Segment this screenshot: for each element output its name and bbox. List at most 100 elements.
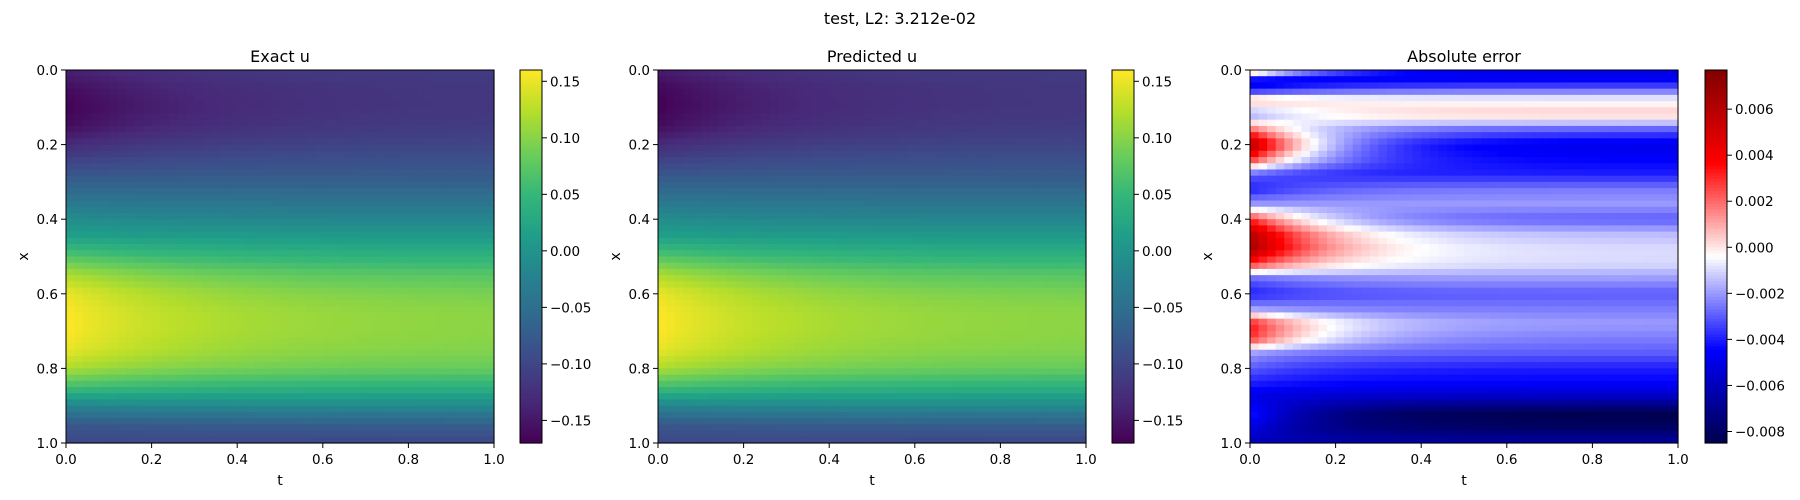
heatmap-cell [271,76,281,84]
heatmap-cell [949,181,959,189]
heatmap-cell [365,231,375,239]
heatmap-cell [914,138,924,146]
heatmap-cell [476,94,487,102]
heatmap-cell [658,237,668,245]
heatmap-cell [880,250,890,258]
heatmap-cell [151,244,161,251]
heatmap-cell [177,393,187,401]
heatmap-cell [348,250,358,258]
heatmap-cell [794,163,805,171]
heatmap-cell [434,125,444,133]
heatmap-cell [271,293,281,301]
heatmap-cell [348,337,358,345]
heatmap-cell [416,181,427,189]
heatmap-cell [100,374,110,382]
heatmap-cell [151,387,161,394]
heatmap-cell [1060,250,1070,258]
heatmap-cell [108,430,118,438]
heatmap-cell [803,250,813,258]
axes-frame [65,69,495,444]
heatmap-cell [177,76,187,84]
heatmap-cell [391,132,401,139]
heatmap-cell [357,418,367,425]
heatmap-cell [1077,76,1087,84]
heatmap-cell [812,144,822,152]
heatmap-cell [83,355,93,363]
colorbar-segment [520,408,542,413]
heatmap-cell [305,138,315,146]
heatmap-cell [280,157,290,164]
heatmap-cell [271,101,281,108]
heatmap-cell [966,138,976,146]
heatmap-cell [348,393,358,401]
heatmap-cell [777,244,787,251]
heatmap-cell [134,300,144,307]
heatmap-cell [1034,188,1044,195]
heatmap-cell [211,349,221,357]
heatmap-cell [66,275,76,282]
heatmap-cell [228,293,238,301]
heatmap-cell [854,188,865,195]
heatmap-cell [91,132,101,139]
heatmap-cell [305,219,315,227]
heatmap-cell [339,418,350,425]
heatmap-cell [675,212,685,220]
heatmap-cell [425,169,435,177]
heatmap-cell [991,281,1001,289]
heatmap-cell [211,418,221,425]
heatmap-cell [357,107,367,115]
heatmap-cell [297,262,307,270]
heatmap-cell [305,150,315,158]
heatmap-cell [374,132,384,139]
heatmap-cell [717,188,728,195]
heatmap-cell [1051,287,1061,295]
heatmap-cell [66,355,76,363]
heatmap-cell [1017,175,1027,183]
heatmap-cell [794,256,805,264]
heatmap-cell [434,101,444,108]
heatmap-cell [280,144,290,152]
heatmap-cell [228,144,238,152]
heatmap-cell [91,349,101,357]
heatmap-cell [125,138,136,146]
heatmap-cell [658,194,668,202]
heatmap-cell [803,200,813,208]
heatmap-cell [134,374,144,382]
heatmap-cell [160,262,170,270]
heatmap-cell [666,70,676,77]
panel-1: Exact u0.0 0.2 0.4 0.6 0.8 1.0t0.00.20.40.60.… [16,47,591,489]
heatmap-cell [863,132,873,139]
heatmap-cell [872,181,882,189]
heatmap-cell [408,225,418,233]
heatmap-cell [305,181,315,189]
heatmap-cell [74,306,84,314]
heatmap-cell [658,157,668,164]
colorbar-segment [520,82,542,87]
heatmap-cell [889,101,899,108]
heatmap-cell [134,107,144,115]
heatmap-cell [803,275,813,282]
heatmap-cell [1008,256,1019,264]
heatmap-cell [262,387,273,394]
heatmap-cell [108,331,118,338]
heatmap-cell [117,157,127,164]
heatmap-cell [399,237,409,245]
heatmap-cell [160,368,170,376]
heatmap-cell [777,157,787,164]
heatmap-cell [1026,82,1036,90]
heatmap-cell [735,88,745,96]
heatmap-cell [254,349,264,357]
heatmap-cell [425,424,435,432]
heatmap-cell [177,200,187,208]
heatmap-cell [769,82,779,90]
heatmap-cell [476,194,487,202]
heatmap-cell [692,125,702,133]
heatmap-cell [1008,157,1019,164]
heatmap-cell [297,368,307,376]
heatmap-cell [374,300,384,307]
heatmap-cell [108,349,118,357]
heatmap-cell [1068,256,1079,264]
colorbar-segment [520,70,542,74]
heatmap-cell [108,287,118,295]
heatmap-cell [991,287,1001,295]
